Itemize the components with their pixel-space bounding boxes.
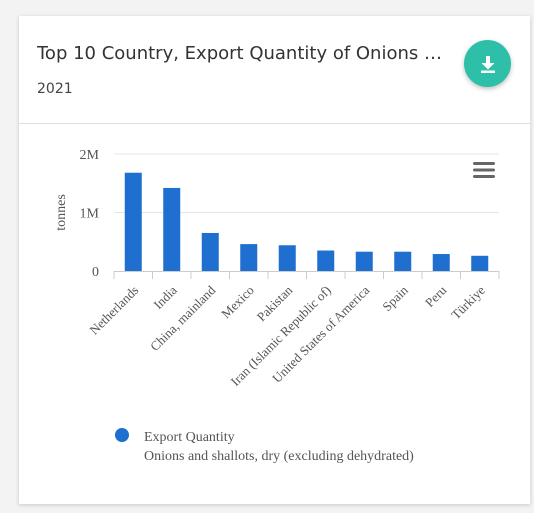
bar-india[interactable] [163,187,181,271]
y-axis-label: tonnes [54,194,69,231]
card-divider [19,123,530,124]
bar-netherlands[interactable] [124,172,142,271]
bar-iran-islamic-republic-of[interactable] [317,250,335,271]
legend-sublabel: Onions and shallots, dry (excluding dehy… [144,449,414,464]
y-tick-label: 1M [80,207,100,222]
legend-label: Export Quantity [144,430,235,445]
bar-peru[interactable] [432,254,450,271]
y-tick-label: 2M [80,148,100,163]
legend[interactable]: Export Quantity Onions and shallots, dry… [115,428,414,464]
bar-spain[interactable] [394,251,412,271]
chart-card: Top 10 Country, Export Quantity of Onion… [19,16,530,504]
x-tick-label: Spain [379,282,411,314]
hamburger-menu-icon[interactable] [473,162,495,178]
bar-united-states-of-america[interactable] [355,251,373,271]
y-tick-label: 0 [92,265,99,280]
x-tick-label: Netherlands [86,283,141,338]
bar-pakistan[interactable] [278,245,296,271]
x-tick-label: Mexico [218,283,257,322]
bars [124,172,489,271]
x-tick-label: Peru [422,282,450,310]
legend-marker [115,428,129,442]
bar-china-mainland[interactable] [201,232,219,271]
x-tick-label: India [150,282,180,312]
card-subtitle: 2021 [37,81,73,97]
bar-t-rkiye[interactable] [471,255,489,271]
download-button[interactable] [464,40,511,87]
bar-mexico[interactable] [240,244,258,271]
download-icon [480,55,495,73]
x-tick-label: Türkiye [448,282,488,322]
